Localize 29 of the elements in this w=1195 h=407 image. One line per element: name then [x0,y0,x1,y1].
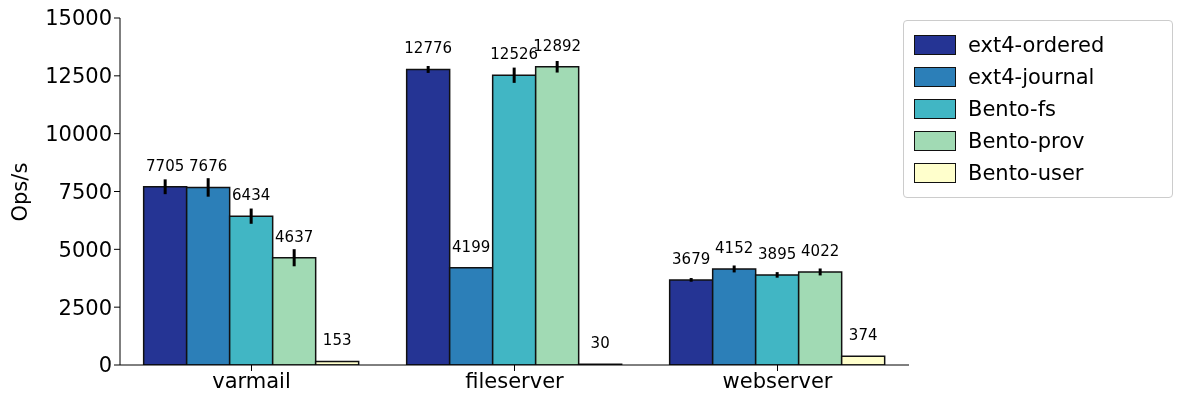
data-label: 4637 [275,227,314,246]
legend-label: Bento-prov [968,129,1085,153]
data-label: 7676 [189,157,228,176]
legend-label: Bento-user [968,161,1084,185]
data-label: 3895 [758,244,797,263]
data-label: 6434 [232,186,271,205]
x-tick-label: varmail [212,368,291,393]
data-label: 30 [590,334,610,353]
data-label: 153 [322,331,352,350]
y-tick-label: 2500 [58,295,112,320]
y-tick-label: 10000 [45,122,112,147]
y-tick-label: 0 [98,353,112,378]
legend-label: Bento-fs [968,97,1057,121]
y-tick-label: 12500 [45,64,112,89]
y-tick-label: 15000 [45,6,112,31]
legend-label: ext4-journal [968,65,1095,89]
data-label: 4022 [801,241,840,260]
data-label: 12776 [404,39,453,58]
data-label: 7705 [146,156,185,175]
legend-label: ext4-ordered [968,33,1105,57]
data-label: 4152 [715,238,754,257]
y-tick-label: 5000 [58,237,112,262]
data-label: 4199 [452,237,491,256]
x-tick-label: webserver [722,368,833,393]
data-label: 3679 [672,249,711,268]
y-axis-title: Ops/s [8,162,33,222]
data-label: 374 [848,326,878,345]
x-tick-label: fileserver [465,368,565,393]
y-tick-label: 7500 [58,179,112,204]
